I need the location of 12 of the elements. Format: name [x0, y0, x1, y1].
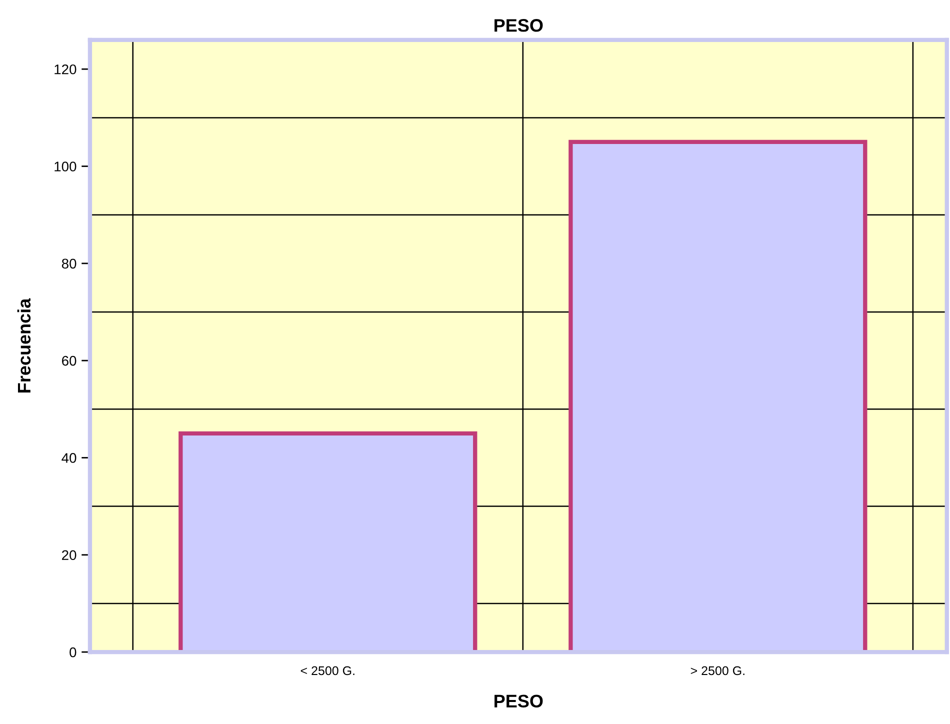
y-axis-title: Frecuencia [17, 298, 31, 392]
y-tick-label: 20 [62, 550, 76, 560]
y-tick-label: 120 [54, 64, 76, 74]
x-tick-label: > 2500 G. [690, 666, 744, 676]
y-tick-label: 60 [62, 356, 76, 366]
x-axis-title: PESO [494, 694, 543, 708]
y-tick-label: 80 [62, 258, 76, 269]
y-tick-label: 0 [70, 647, 76, 658]
x-tick-label: < 2500 G. [300, 666, 354, 676]
y-tick-label: 40 [62, 453, 76, 463]
y-tick-label: 100 [54, 162, 76, 172]
chart-title: PESO [494, 19, 543, 32]
